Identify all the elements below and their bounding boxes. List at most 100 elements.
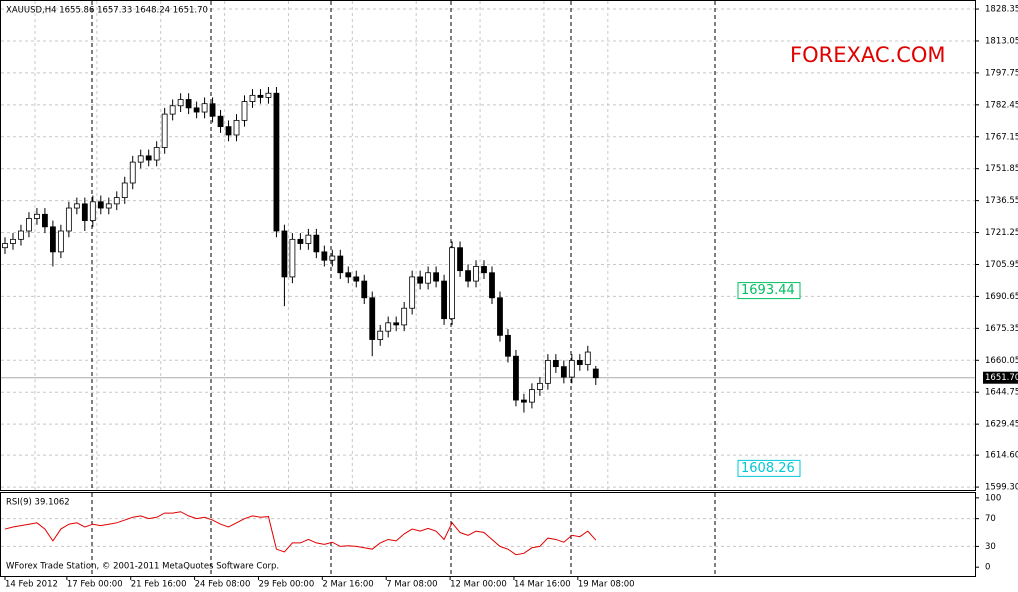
candle-body <box>65 207 72 232</box>
candle-body <box>505 334 511 357</box>
candle-body <box>281 230 288 278</box>
x-tick-label: 14 Mar 16:00 <box>514 580 571 590</box>
y-tick-label: 1751.85 <box>985 164 1018 174</box>
candle-body <box>193 107 200 113</box>
y-tick-label: 1629.45 <box>985 420 1018 430</box>
candle-body <box>449 247 455 320</box>
footer: WForex Trade Station, © 2001-2011 MetaQu… <box>6 562 279 572</box>
x-tick-label: 12 Mar 00:00 <box>450 580 507 590</box>
candle-body <box>209 103 216 117</box>
y-tick-label: 1736.55 <box>985 196 1018 206</box>
candle-body <box>273 92 280 232</box>
level-label: 1608.26 <box>741 461 795 476</box>
x-tick-label: 29 Feb 00:00 <box>258 580 314 590</box>
candle-body <box>560 366 567 378</box>
rsi-line <box>4 511 597 556</box>
candle-body <box>361 280 368 299</box>
y-tick-label: 1675.35 <box>985 324 1018 334</box>
x-tick-label: 24 Feb 08:00 <box>195 580 251 590</box>
current-price-box <box>983 371 1018 384</box>
candle-body <box>409 276 416 309</box>
candle-body <box>201 103 208 113</box>
y-tick-label: 1690.65 <box>985 292 1018 302</box>
candle-body <box>161 113 168 148</box>
candle-body <box>73 203 80 209</box>
candle-body <box>233 119 240 136</box>
candle-body <box>584 351 591 365</box>
candle-body <box>592 368 599 379</box>
candle-body <box>129 161 136 184</box>
candle-body <box>137 155 144 163</box>
y-tick-label: 1813.05 <box>985 36 1018 46</box>
candle-body <box>121 182 128 199</box>
candle-body <box>105 203 112 209</box>
candle-body <box>26 218 32 232</box>
y-tick-label: 1599.30 <box>985 483 1018 493</box>
x-tick-label: 21 Feb 16:00 <box>131 580 187 590</box>
plot <box>2 86 599 556</box>
candle-body <box>521 399 527 403</box>
y-tick-label: 1782.45 <box>985 100 1018 110</box>
candle-body <box>345 272 352 278</box>
y-tick-label: 1797.75 <box>985 68 1018 78</box>
candle-body <box>217 115 224 128</box>
candle-body <box>34 213 40 219</box>
grid <box>1 1 975 576</box>
y-tick-label: 1767.15 <box>985 132 1018 142</box>
candle-body <box>241 101 248 121</box>
candle-body <box>425 272 432 284</box>
candle-body <box>433 272 440 282</box>
y-tick-label: 1660.05 <box>985 356 1018 366</box>
y-tick-label: 1828.35 <box>985 5 1018 15</box>
candle-body <box>337 255 344 274</box>
candle-body <box>249 94 256 102</box>
rsi-tick-label: 70 <box>985 514 996 524</box>
candle-body <box>369 297 376 340</box>
candle-body <box>185 99 192 109</box>
candle-body <box>544 359 551 384</box>
candle-body <box>457 247 463 272</box>
candle-body <box>489 272 495 299</box>
x-tick-label: 2 Mar 16:00 <box>322 580 373 590</box>
candle-body <box>576 359 583 365</box>
rsi-tick-label: 100 <box>985 493 1001 503</box>
candle-body <box>49 226 56 253</box>
candle-body <box>497 297 503 336</box>
current-price-label: 1651.70 <box>985 373 1018 383</box>
candle-body <box>552 359 559 368</box>
candle-body <box>97 201 104 209</box>
x-tick-label: 14 Feb 2012 <box>5 580 58 590</box>
rsi-title: RSI(9) 39.1062 <box>6 498 70 508</box>
price-panel <box>0 0 976 491</box>
y-tick-label: 1614.60 <box>985 451 1018 461</box>
candle-body <box>321 251 328 261</box>
x-tick-label: 7 Mar 08:00 <box>386 580 437 590</box>
candle-body <box>401 307 408 326</box>
x-tick-label: 17 Feb 00:00 <box>67 580 123 590</box>
rsi-panel <box>0 492 976 577</box>
candle-body <box>393 322 400 326</box>
candle-body <box>313 234 320 253</box>
candle-body <box>18 230 24 240</box>
candle-body <box>329 255 336 261</box>
candle-body <box>513 355 519 401</box>
candle-body <box>81 203 88 221</box>
rsi-tick-label: 0 <box>985 563 990 573</box>
level-box <box>737 459 801 477</box>
candle-body <box>177 99 184 107</box>
y-tick-label: 1705.95 <box>985 260 1018 270</box>
candle-body <box>113 197 120 205</box>
candle-body <box>257 94 264 98</box>
level-box <box>737 282 801 300</box>
candle-body <box>89 201 96 221</box>
candle-body <box>441 280 447 320</box>
rsi-tick-label: 30 <box>985 542 996 552</box>
x-tick-label: 19 Mar 08:00 <box>578 580 635 590</box>
candle-body <box>57 230 64 253</box>
candle-body <box>353 276 360 282</box>
candle-body <box>2 243 8 249</box>
candle-body <box>568 359 575 378</box>
candle-body <box>529 389 535 403</box>
candle-body <box>377 330 384 340</box>
